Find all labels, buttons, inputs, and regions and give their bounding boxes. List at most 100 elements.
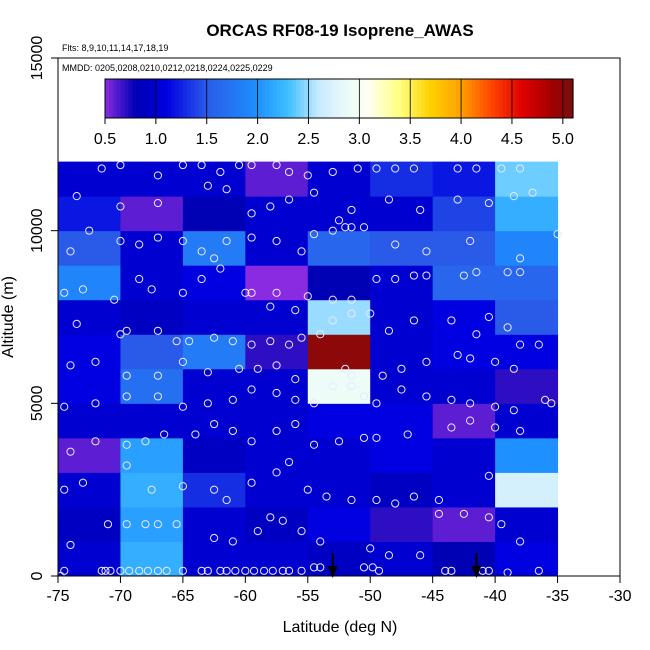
- sample-point: [97, 566, 106, 575]
- sample-point: [135, 274, 144, 284]
- colorbar-segment: [175, 79, 180, 118]
- sample-point: [247, 385, 256, 394]
- sample-point: [222, 236, 231, 246]
- x-tick-label: -70: [109, 588, 132, 605]
- arrow-markers: [327, 553, 482, 578]
- sample-point: [384, 326, 394, 335]
- heatmap-cell: [182, 161, 246, 197]
- heatmap-cell: [307, 161, 371, 197]
- heatmap-cell: [245, 368, 309, 404]
- sample-point: [141, 437, 150, 446]
- sample-point: [309, 440, 319, 449]
- colorbar-tick-label: 1.0: [145, 131, 167, 148]
- sample-point: [347, 295, 356, 304]
- sample-point: [422, 247, 431, 256]
- sample-point: [91, 437, 100, 446]
- heatmap-cell: [58, 196, 121, 232]
- sample-point: [284, 167, 294, 177]
- sample-point: [153, 566, 163, 575]
- sample-point: [509, 406, 518, 415]
- sample-point: [249, 566, 259, 575]
- sample-point: [231, 566, 240, 575]
- sample-point: [234, 160, 244, 170]
- sample-point: [434, 495, 444, 505]
- colorbar-segment: [132, 79, 137, 118]
- sample-point: [197, 274, 206, 284]
- colorbar-segment: [483, 79, 488, 118]
- colorbar-segment: [440, 79, 445, 118]
- sample-point: [268, 566, 277, 575]
- sample-point: [272, 426, 281, 436]
- heatmap-cell: [495, 368, 559, 404]
- colorbar-segment: [218, 79, 223, 118]
- sample-point: [347, 371, 356, 380]
- sample-point: [101, 566, 110, 575]
- colorbar-segment: [124, 79, 129, 118]
- heatmap-cell: [495, 541, 559, 577]
- colorbar-segment: [167, 79, 172, 118]
- sample-point: [359, 392, 369, 401]
- sample-point: [266, 202, 275, 211]
- sample-point: [553, 230, 562, 239]
- sample-point: [416, 205, 425, 215]
- sample-point: [153, 171, 163, 180]
- heatmap-cell: [58, 437, 121, 473]
- colorbar-segment: [112, 79, 118, 118]
- colorbar-segment: [202, 79, 207, 118]
- colorbar-segment: [186, 79, 192, 118]
- sample-point: [60, 402, 69, 411]
- colorbar-segment: [397, 79, 402, 118]
- sample-point: [272, 160, 281, 170]
- sample-point: [116, 160, 125, 170]
- colorbar-segment: [163, 79, 168, 118]
- sample-point: [284, 566, 294, 575]
- heatmap-cell: [245, 403, 309, 439]
- colorbar-segment: [502, 79, 508, 118]
- colorbar-segment: [120, 79, 126, 118]
- heatmap-cell: [307, 472, 371, 508]
- sample-point: [472, 330, 481, 339]
- heatmap-cell: [245, 299, 309, 335]
- sample-point: [466, 236, 475, 246]
- colorbar-segment: [370, 79, 375, 118]
- sample-point: [372, 274, 381, 284]
- heatmap-cell: [370, 403, 434, 439]
- sample-point: [309, 563, 319, 572]
- colorbar-segment: [147, 79, 153, 118]
- colorbar-segment: [233, 79, 239, 118]
- heatmap-cell: [58, 506, 121, 542]
- heatmap-cell: [182, 299, 246, 335]
- colorbar-tick-label: 1.5: [196, 131, 218, 148]
- colorbar-segment: [155, 79, 161, 118]
- sample-point: [291, 375, 300, 384]
- sample-point: [122, 461, 131, 470]
- colorbar-segment: [569, 79, 574, 118]
- colorbar: 0.5 1.0 1.5 2.0 2.5 3.0 3.5 4.0 4.5 5.0: [94, 78, 574, 148]
- colorbar-segment: [522, 79, 527, 118]
- heatmap-cell: [58, 541, 121, 577]
- colorbar-segment: [335, 79, 340, 118]
- colorbar-segment: [346, 79, 352, 118]
- colorbar-segment: [339, 79, 344, 118]
- sample-point: [491, 402, 500, 411]
- colorbar-segment: [452, 79, 457, 118]
- heatmap-cell: [182, 230, 246, 266]
- heatmap-cell: [245, 334, 309, 370]
- arrow-head: [327, 566, 338, 578]
- heatmap-cell: [495, 506, 559, 542]
- colorbar-tick-label: 3.5: [399, 131, 421, 148]
- heatmap-cell: [245, 265, 309, 301]
- sample-point: [203, 181, 212, 190]
- sample-point: [303, 485, 312, 494]
- sample-point: [328, 226, 337, 235]
- sample-point: [466, 354, 475, 363]
- colorbar-segment: [374, 79, 379, 118]
- sample-point: [484, 198, 493, 208]
- sample-point: [278, 566, 287, 575]
- sample-point: [147, 485, 156, 494]
- sample-point: [141, 520, 150, 529]
- sample-point: [366, 309, 375, 318]
- heatmap-cell: [307, 299, 371, 335]
- colorbar-segment: [545, 79, 551, 118]
- colorbar-segment: [514, 79, 519, 118]
